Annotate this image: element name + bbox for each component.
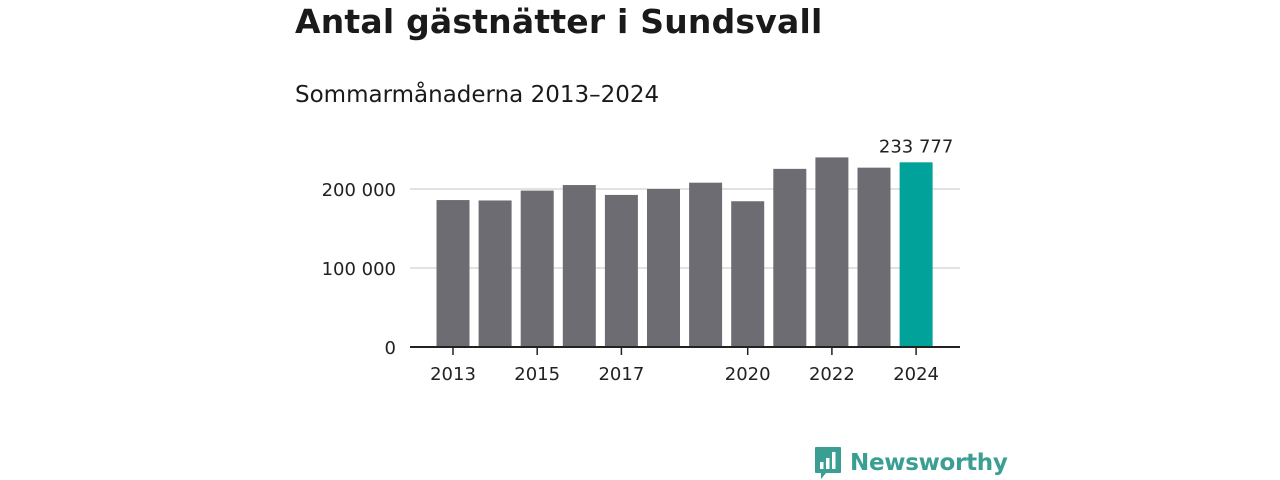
- bar-2018: [647, 189, 680, 347]
- chart-title: Antal gästnätter i Sundsvall: [295, 2, 823, 41]
- x-tick-label: 2013: [430, 364, 476, 385]
- bar-2021: [773, 168, 807, 347]
- y-tick-label: 200 000: [322, 180, 396, 201]
- y-tick-label: 100 000: [322, 259, 396, 280]
- bar-2024: [899, 162, 933, 347]
- bar-2023: [857, 167, 891, 347]
- x-tick-label: 2017: [598, 364, 644, 385]
- y-tick-label: 0: [385, 338, 396, 359]
- bar-2014: [478, 200, 512, 347]
- bar-2017: [604, 194, 638, 347]
- brand-name: Newsworthy: [850, 450, 1008, 476]
- bar-2019: [689, 182, 723, 347]
- bar-2022: [815, 157, 849, 347]
- x-tick-label: 2022: [809, 364, 855, 385]
- newsworthy-logo: Newsworthy: [814, 446, 1008, 480]
- bar-2016: [562, 185, 596, 347]
- chart-subtitle: Sommarmånaderna 2013–2024: [295, 82, 660, 108]
- x-tick-label: 2015: [514, 364, 560, 385]
- x-tick-label: 2024: [893, 364, 939, 385]
- x-tick-label: 2020: [725, 364, 771, 385]
- bar-2015: [520, 190, 554, 347]
- bar-chart-speech-icon: [815, 447, 841, 479]
- bar-2013: [436, 200, 470, 347]
- bar-2020: [731, 201, 765, 347]
- data-label-2024: 233 777: [879, 136, 953, 157]
